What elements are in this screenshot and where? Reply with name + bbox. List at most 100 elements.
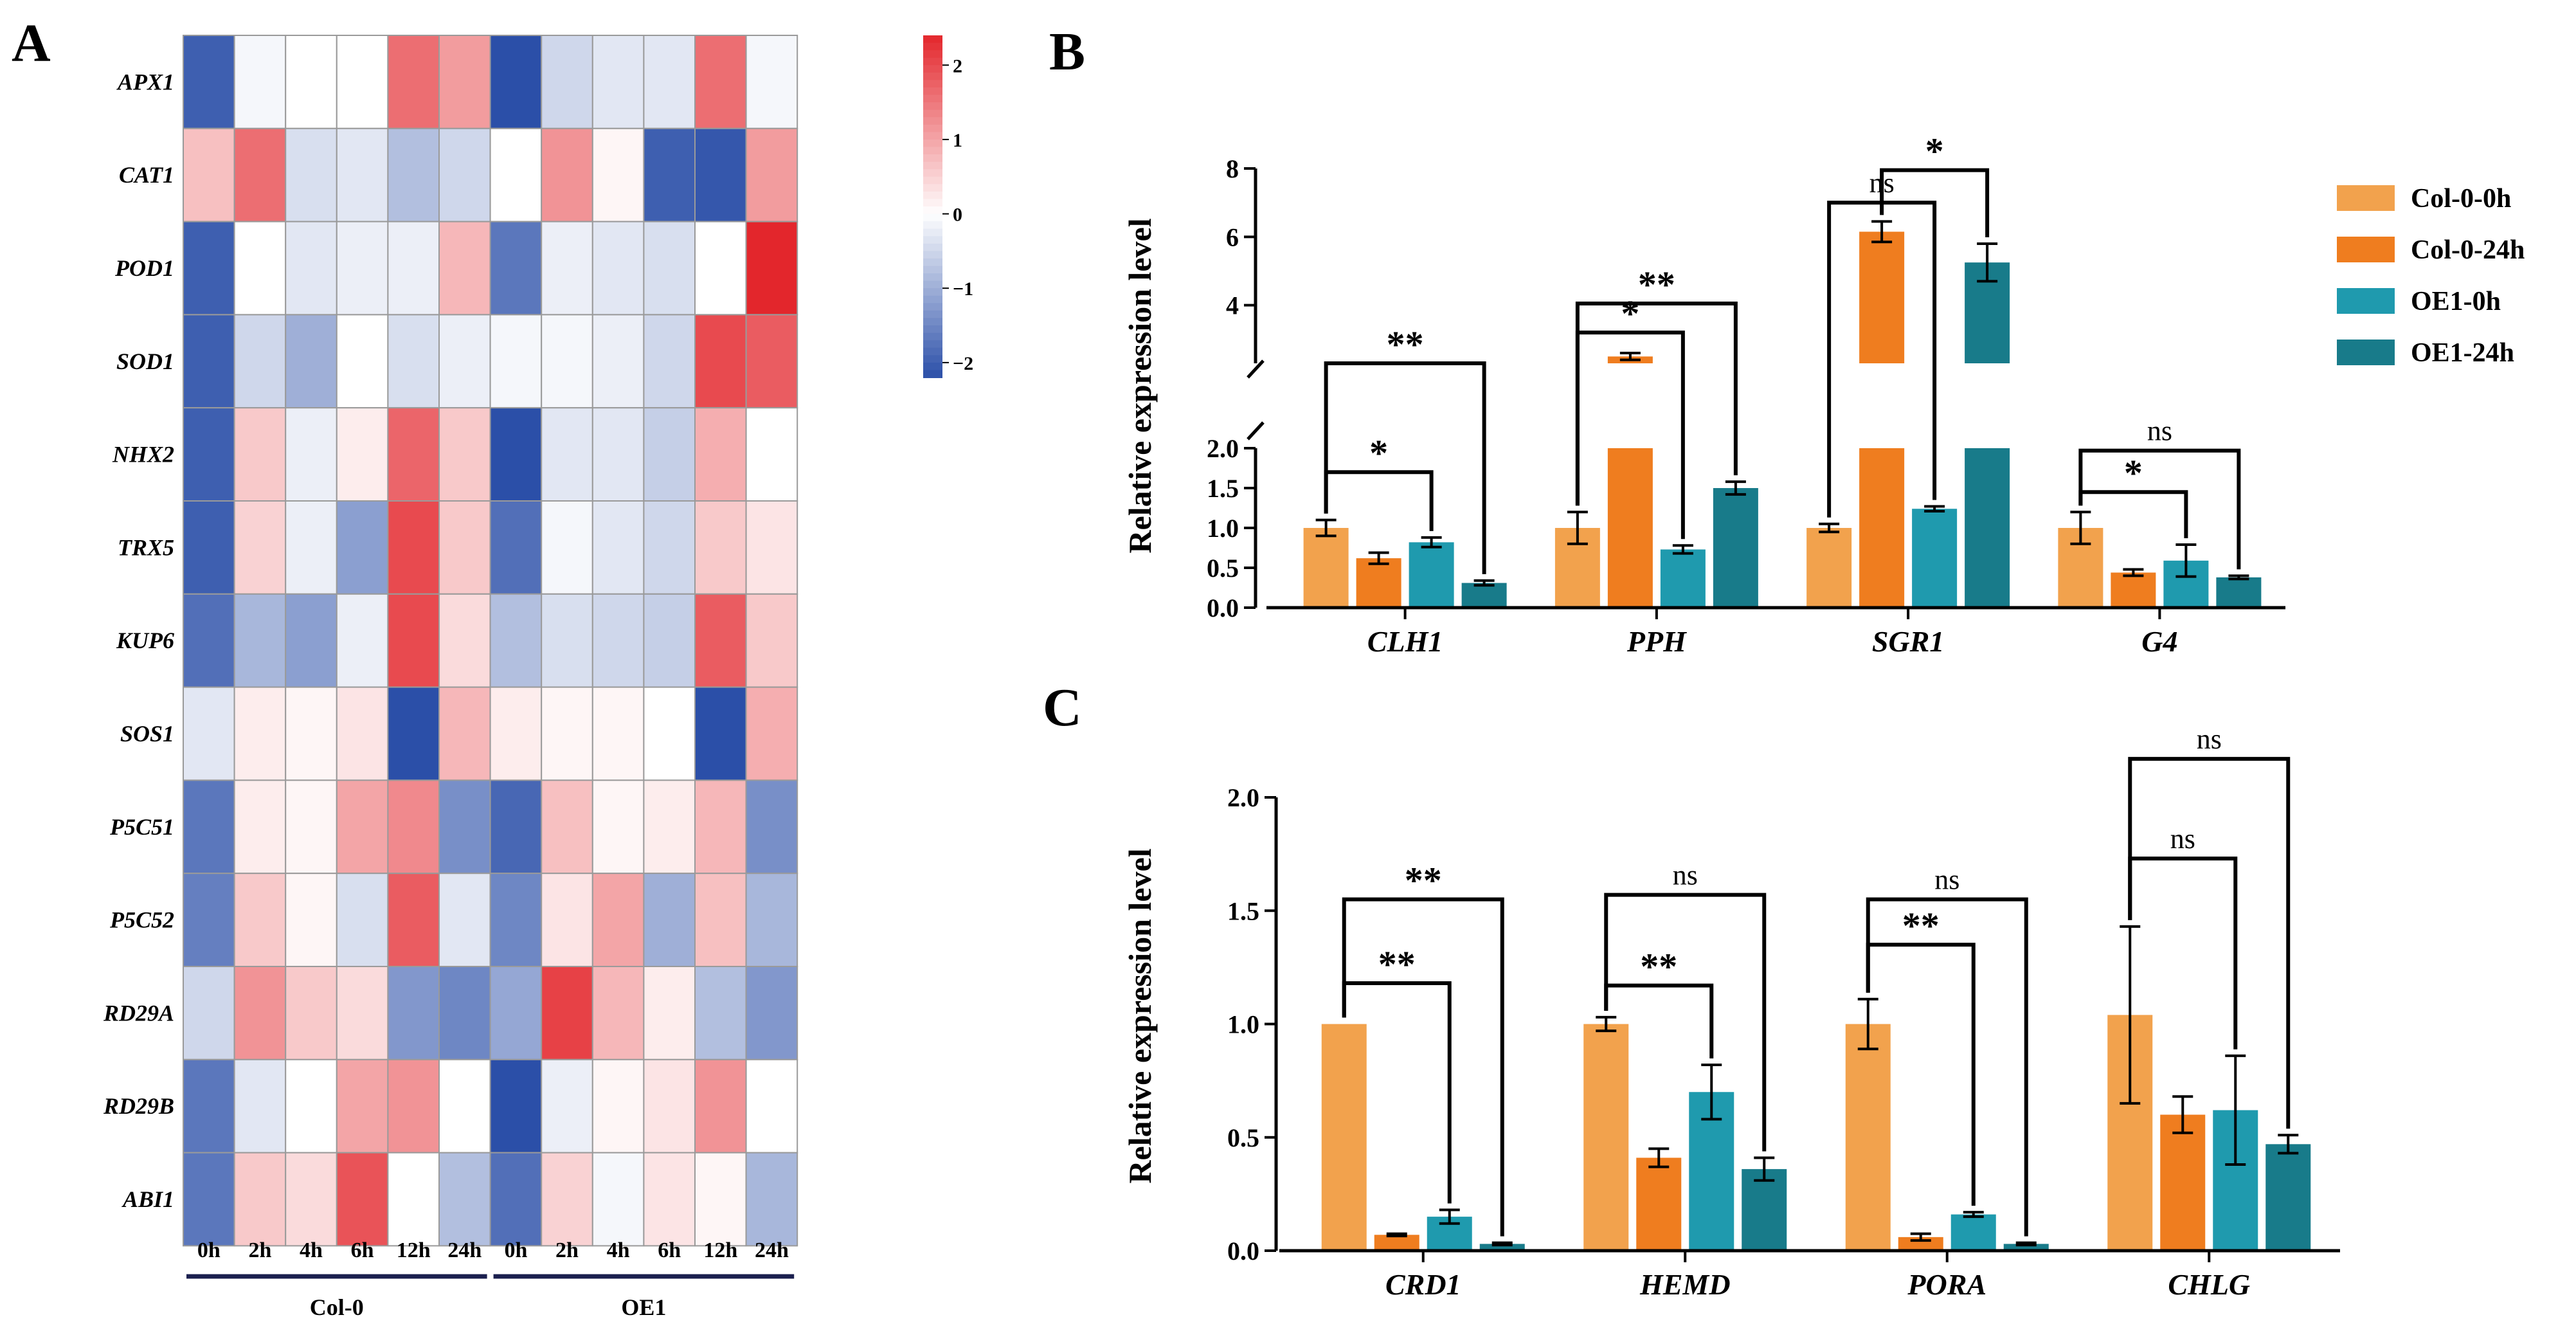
bar <box>2265 1144 2311 1251</box>
legend-swatch <box>2337 340 2395 365</box>
heatmap-cell <box>233 1152 287 1247</box>
heatmap-cell <box>438 1058 491 1154</box>
heatmap-cell <box>233 127 287 222</box>
heatmap-cell <box>233 779 287 875</box>
heatmap-cell <box>438 500 491 595</box>
heatmap-cell <box>183 1058 235 1154</box>
heatmap-cell <box>541 127 593 222</box>
x-category-label: PORA <box>1907 1268 1986 1301</box>
heatmap-row-label: ABI1 <box>122 1186 174 1212</box>
heatmap-cell <box>694 1058 747 1154</box>
heatmap-cell <box>591 686 645 781</box>
heatmap-cell <box>694 779 747 875</box>
heatmap-cell <box>745 35 798 129</box>
colorbar-segment <box>923 50 942 59</box>
colorbar-segment <box>923 191 942 200</box>
colorbar-segment <box>923 362 942 371</box>
y-tick-label: 1.5 <box>1207 474 1239 503</box>
heatmap-cell <box>694 314 747 409</box>
x-category-label: SGR1 <box>1872 625 1944 658</box>
heatmap-cell <box>183 127 235 222</box>
heatmap-cell <box>387 593 440 688</box>
heatmap-cell <box>745 221 798 316</box>
significance-bracket <box>1324 361 1486 574</box>
significance-bracket <box>1342 897 1504 1237</box>
colorbar-segment <box>923 236 942 244</box>
colorbar-segment <box>923 65 942 73</box>
legend-label: Col-0-0h <box>2411 184 2511 213</box>
colorbar-segment <box>923 161 942 170</box>
heatmap-row-label: CAT1 <box>119 162 174 188</box>
heatmap-cell <box>387 127 440 222</box>
heatmap-cell <box>541 779 593 875</box>
heatmap-cell <box>285 221 338 316</box>
heatmap-row-label: APX1 <box>116 69 174 95</box>
heatmap-cell <box>285 407 338 502</box>
heatmap-cell <box>745 966 798 1060</box>
colorbar-segment <box>923 355 942 363</box>
heatmap-row-label: P5C52 <box>109 907 174 933</box>
heatmap-cell <box>285 779 338 875</box>
bar <box>1636 1157 1682 1251</box>
heatmap-cell <box>285 1058 338 1154</box>
heatmap-cell <box>643 966 696 1060</box>
bar <box>1583 1024 1629 1251</box>
y-axis-title: Relative expression level <box>1122 218 1158 553</box>
significance-label: * <box>2124 452 2143 494</box>
colorbar-segment <box>923 199 942 207</box>
heatmap-cell <box>745 1058 798 1154</box>
y-tick-label: 8 <box>1226 154 1239 183</box>
heatmap-cell <box>489 314 543 409</box>
bar <box>1321 1024 1367 1251</box>
heatmap: APX1 CAT1 POD1 SOD1 NHX2 TRX5 KUP6 SOS1 P5C51 P5C… <box>103 35 973 1320</box>
significance-label: ** <box>1405 860 1442 902</box>
legend-swatch <box>2337 185 2395 211</box>
heatmap-cell <box>489 593 543 688</box>
heatmap-cell <box>387 314 440 409</box>
heatmap-cell <box>541 686 593 781</box>
heatmap-cell <box>591 407 645 502</box>
bar <box>2003 1244 2049 1251</box>
significance-bracket <box>1604 893 1767 1152</box>
y-tick-label: 1.0 <box>1227 1010 1259 1039</box>
heatmap-cell <box>541 221 593 316</box>
significance-bracket <box>1880 168 1990 237</box>
heatmap-cell <box>745 873 798 967</box>
heatmap-cell <box>745 407 798 502</box>
colorbar-segment <box>923 280 942 289</box>
axis-break-mark <box>1247 359 1265 379</box>
bar <box>1303 528 1349 608</box>
heatmap-cell <box>438 314 491 409</box>
y-tick-label: 4 <box>1226 291 1239 320</box>
heatmap-cell <box>591 593 645 688</box>
panel-c-letter: C <box>1043 678 1082 738</box>
heatmap-cell <box>745 686 798 781</box>
heatmap-cell <box>438 35 491 129</box>
colorbar-segment <box>923 221 942 230</box>
heatmap-cell <box>694 35 747 129</box>
heatmap-cell <box>438 966 491 1060</box>
bar <box>1409 542 1454 608</box>
heatmap-cell <box>183 407 235 502</box>
heatmap-cell <box>183 873 235 967</box>
colorbar-segment <box>923 35 942 44</box>
significance-bracket <box>1575 301 1738 506</box>
heatmap-cell <box>336 873 389 967</box>
heatmap-column-label: 0h <box>504 1238 527 1262</box>
colorbar-tick-label: 1 <box>953 130 962 151</box>
heatmap-cell <box>183 779 235 875</box>
heatmap-cell <box>336 966 389 1060</box>
heatmap-cell <box>387 407 440 502</box>
colorbar-segment <box>923 332 942 341</box>
heatmap-cell <box>591 221 645 316</box>
heatmap-cell <box>387 1058 440 1154</box>
legend-label: OE1-0h <box>2411 287 2501 316</box>
colorbar-segment <box>923 266 942 275</box>
heatmap-cell <box>233 686 287 781</box>
heatmap-cell <box>694 127 747 222</box>
heatmap-cell <box>489 500 543 595</box>
heatmap-cell <box>643 221 696 316</box>
colorbar-segment <box>923 176 942 185</box>
bar-lower-segment <box>1965 448 2010 608</box>
colorbar-segment <box>923 102 942 111</box>
